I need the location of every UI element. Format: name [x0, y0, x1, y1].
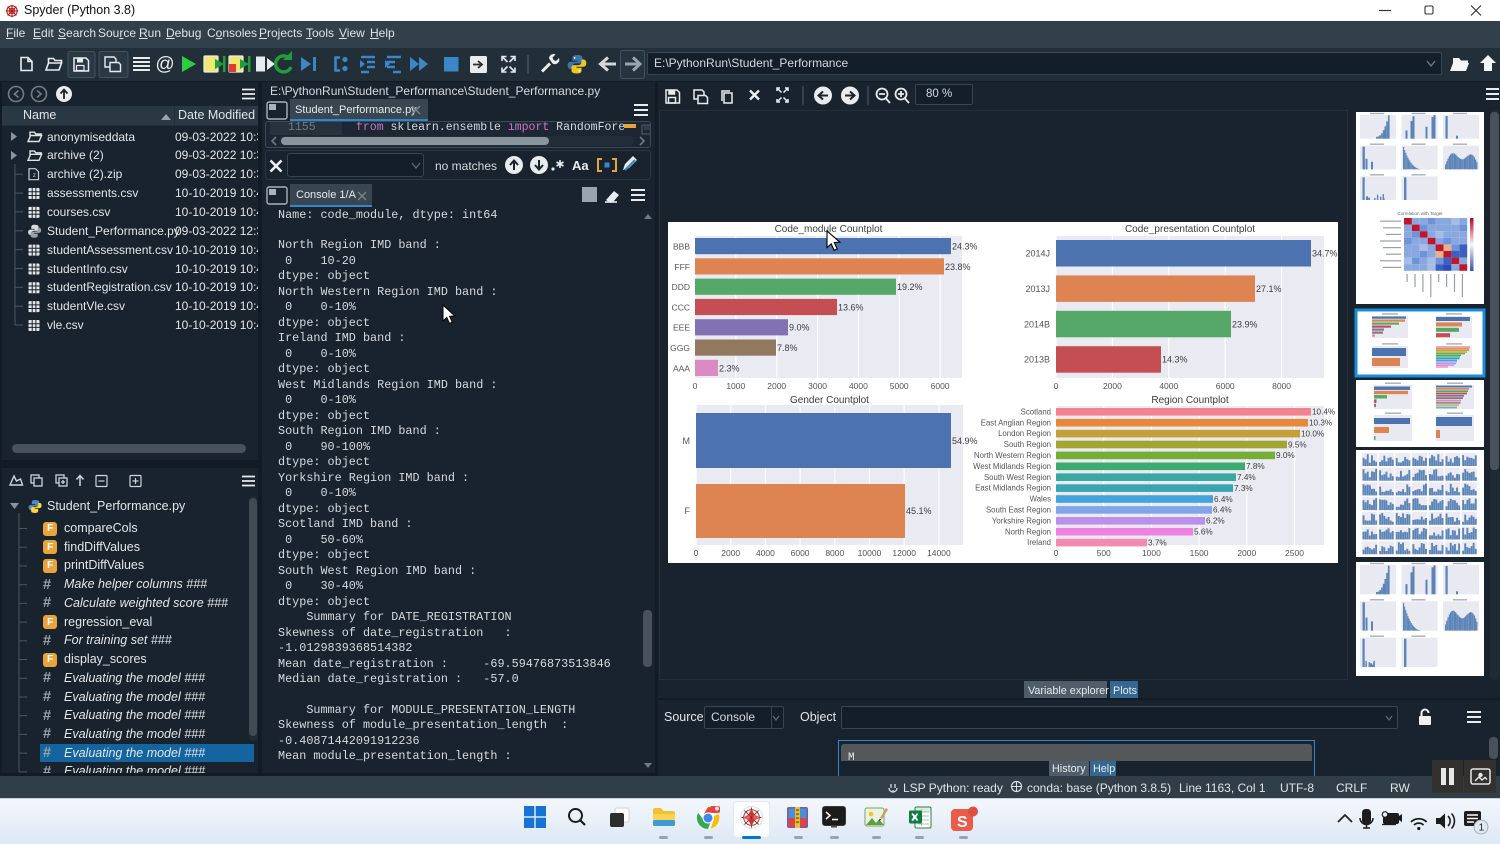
svg-text:5.6%: 5.6% — [1194, 528, 1213, 537]
svg-text:X: X — [912, 813, 918, 823]
svg-text:S: S — [957, 814, 968, 831]
svg-text:Scotland: Scotland — [1021, 407, 1051, 416]
svg-text:4000: 4000 — [1159, 381, 1178, 391]
svg-text:19.2%: 19.2% — [897, 282, 923, 292]
svg-text:10.0%: 10.0% — [1301, 429, 1324, 438]
svg-text:4000: 4000 — [756, 548, 775, 558]
svg-text:East Midlands Region: East Midlands Region — [975, 484, 1051, 493]
svg-text:2500: 2500 — [1285, 548, 1304, 558]
svg-text:BBB: BBB — [673, 242, 690, 252]
svg-text:3000: 3000 — [808, 381, 827, 391]
svg-text:9.0%: 9.0% — [1276, 451, 1295, 460]
svg-text:34.7%: 34.7% — [1312, 249, 1338, 259]
svg-text:10000: 10000 — [858, 548, 882, 558]
svg-text:South Region: South Region — [1004, 440, 1051, 449]
svg-text:27.1%: 27.1% — [1256, 284, 1282, 294]
svg-text:2014J: 2014J — [1025, 249, 1050, 259]
svg-text:Wales: Wales — [1030, 495, 1051, 504]
svg-text:5000: 5000 — [890, 381, 909, 391]
svg-text:2000: 2000 — [721, 548, 740, 558]
svg-text:8000: 8000 — [1272, 381, 1291, 391]
svg-text:0: 0 — [1054, 381, 1059, 391]
svg-text:2000: 2000 — [767, 381, 786, 391]
svg-text:14000: 14000 — [927, 548, 951, 558]
svg-text:7.3%: 7.3% — [1234, 484, 1253, 493]
svg-text:7.8%: 7.8% — [1246, 462, 1265, 471]
svg-text:10.3%: 10.3% — [1309, 419, 1332, 428]
svg-text:2013J: 2013J — [1025, 284, 1050, 294]
svg-text:East Anglian Region: East Anglian Region — [981, 418, 1051, 427]
svg-text:M: M — [683, 436, 691, 446]
svg-text:7.4%: 7.4% — [1237, 473, 1256, 482]
svg-text:2014B: 2014B — [1024, 319, 1050, 329]
svg-text:Code_presentation Countplot: Code_presentation Countplot — [1125, 224, 1255, 235]
svg-text:24.3%: 24.3% — [952, 242, 978, 252]
svg-text:6000: 6000 — [931, 381, 950, 391]
svg-text:South West Region: South West Region — [984, 473, 1051, 482]
svg-text:1000: 1000 — [1142, 548, 1161, 558]
svg-text:23.9%: 23.9% — [1232, 319, 1258, 329]
svg-text:6000: 6000 — [791, 548, 810, 558]
svg-text:0: 0 — [1054, 548, 1059, 558]
svg-text:South East Region: South East Region — [986, 506, 1051, 515]
svg-text:Ireland: Ireland — [1027, 538, 1051, 547]
svg-text:2000: 2000 — [1103, 381, 1122, 391]
svg-text:@: @ — [155, 54, 174, 75]
svg-text:23.8%: 23.8% — [945, 262, 971, 272]
svg-text:2013B: 2013B — [1024, 355, 1050, 365]
svg-text:6.4%: 6.4% — [1213, 506, 1232, 515]
svg-text:Correlation with Target: Correlation with Target — [1398, 211, 1444, 216]
svg-text:6.2%: 6.2% — [1206, 517, 1225, 526]
svg-text:6.4%: 6.4% — [1214, 495, 1233, 504]
svg-text:12000: 12000 — [892, 548, 916, 558]
svg-text:AAA: AAA — [673, 363, 690, 373]
svg-text:0: 0 — [694, 548, 699, 558]
svg-text:Gender Countplot: Gender Countplot — [790, 395, 869, 406]
svg-text:54.9%: 54.9% — [952, 436, 978, 446]
svg-text:45.1%: 45.1% — [906, 506, 932, 516]
svg-text:7.8%: 7.8% — [777, 343, 798, 353]
svg-text:GGG: GGG — [670, 343, 690, 353]
svg-text:2.3%: 2.3% — [719, 363, 740, 373]
svg-text:Code_module Countplot: Code_module Countplot — [775, 224, 883, 235]
svg-text:FFF: FFF — [674, 262, 690, 272]
svg-text:CCC: CCC — [672, 302, 690, 312]
svg-text:DDD: DDD — [672, 282, 690, 292]
svg-text:1000: 1000 — [726, 381, 745, 391]
svg-text:2000: 2000 — [1237, 548, 1256, 558]
svg-text:9.0%: 9.0% — [789, 323, 810, 333]
svg-text:F: F — [685, 506, 691, 516]
svg-text:13.6%: 13.6% — [838, 302, 864, 312]
svg-text:1500: 1500 — [1190, 548, 1209, 558]
svg-text:z: z — [33, 172, 36, 179]
svg-text:0: 0 — [693, 381, 698, 391]
svg-text:8000: 8000 — [825, 548, 844, 558]
svg-text:9.5%: 9.5% — [1288, 440, 1307, 449]
svg-text:North Western Region: North Western Region — [974, 451, 1051, 460]
svg-text:Yorkshire Region: Yorkshire Region — [992, 516, 1051, 525]
svg-text:North Region: North Region — [1005, 527, 1051, 536]
svg-text:4000: 4000 — [849, 381, 868, 391]
svg-text:Region Countplot: Region Countplot — [1151, 395, 1228, 406]
svg-text:500: 500 — [1097, 548, 1111, 558]
svg-text:14.3%: 14.3% — [1162, 355, 1188, 365]
svg-text:London Region: London Region — [998, 429, 1051, 438]
svg-text:10.4%: 10.4% — [1312, 408, 1335, 417]
svg-text:1: 1 — [1479, 823, 1485, 834]
svg-text:3.7%: 3.7% — [1148, 538, 1167, 547]
svg-text:Aa: Aa — [572, 158, 589, 173]
svg-text:6000: 6000 — [1216, 381, 1235, 391]
svg-text:West Midlands Region: West Midlands Region — [973, 462, 1051, 471]
svg-text:EEE: EEE — [673, 323, 690, 333]
